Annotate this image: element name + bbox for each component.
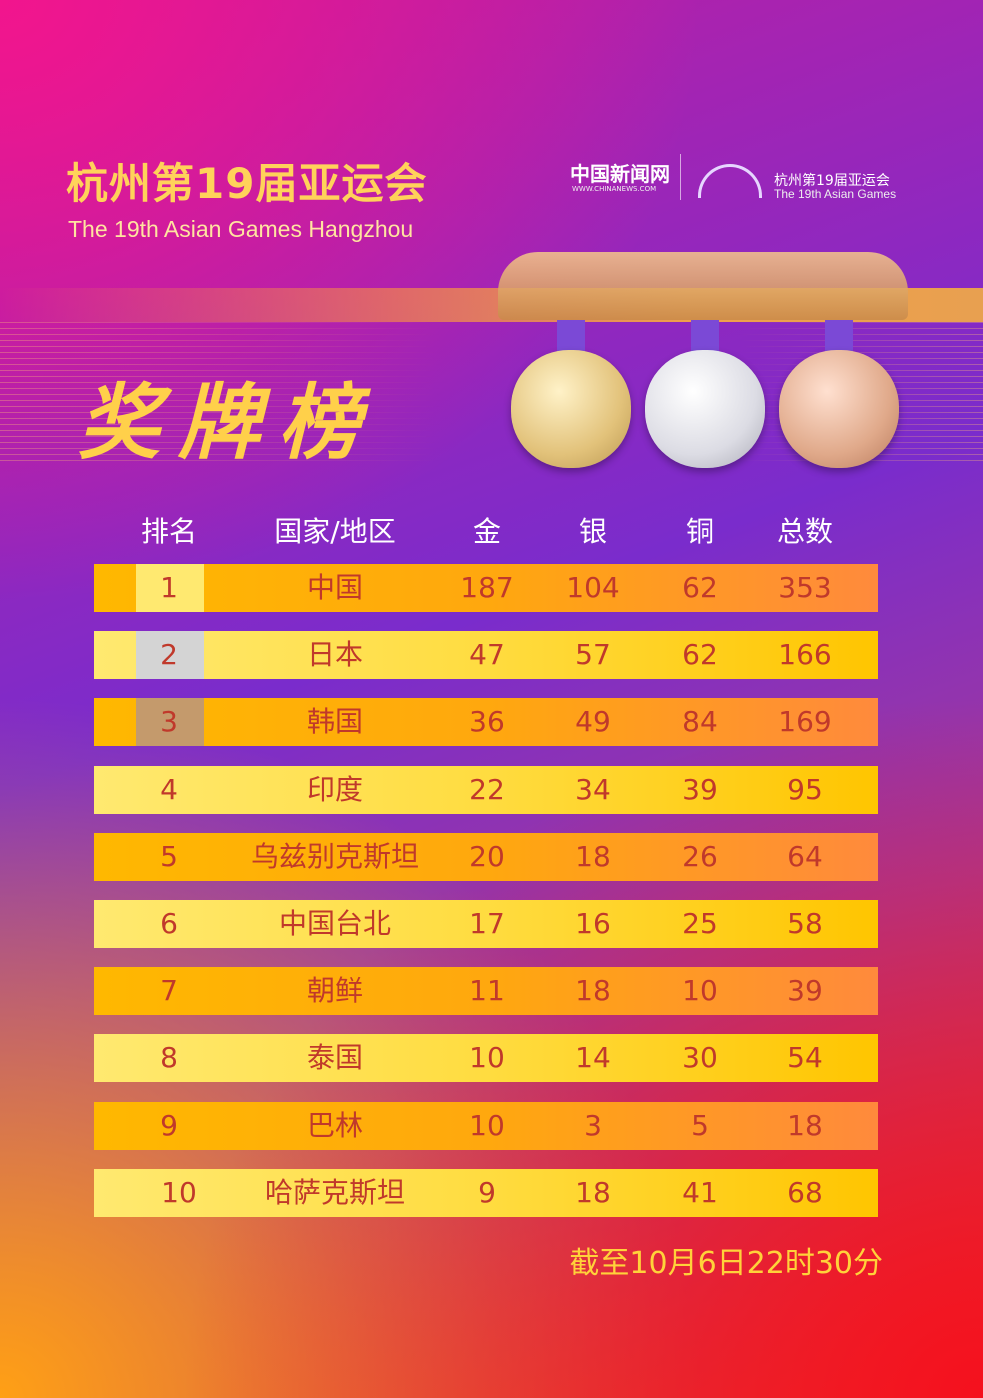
header-bronze: 铜 <box>685 515 715 548</box>
cell-total: 169 <box>778 705 832 739</box>
rank-highlight <box>136 631 204 680</box>
cell-total: 353 <box>778 571 832 604</box>
asian-games-name-cn: 杭州第19届亚运会 <box>774 173 890 189</box>
cell-bronze: 84 <box>682 705 718 739</box>
cell-silver: 14 <box>575 1041 611 1075</box>
cell-bronze: 41 <box>682 1175 718 1209</box>
cell-silver: 34 <box>575 772 611 806</box>
table-row: 5 乌兹别克斯坦 20 18 26 64 <box>94 832 878 881</box>
title-cn: 杭州第19届亚运会 <box>66 159 428 208</box>
gold-medal-icon <box>511 350 631 468</box>
cell-country: 乌兹别克斯坦 <box>250 839 420 873</box>
cell-total: 64 <box>787 839 823 873</box>
cell-country: 哈萨克斯坦 <box>264 1175 406 1209</box>
cell-gold: 36 <box>469 705 505 739</box>
cell-total: 39 <box>787 974 823 1008</box>
header-gold: 金 <box>472 515 502 548</box>
cell-rank: 4 <box>160 772 178 806</box>
chinanews-url: WWW.CHINANEWS.COM <box>572 185 657 193</box>
header-rank: 排名 <box>140 515 198 548</box>
cell-bronze: 26 <box>682 839 718 873</box>
bronze-medal-icon <box>779 350 899 468</box>
cell-rank: 3 <box>160 705 178 739</box>
header-silver: 银 <box>578 515 608 548</box>
table-row: 8 泰国 10 14 30 54 <box>94 1034 878 1083</box>
rank-highlight <box>136 564 204 612</box>
logos: 中国新闻网 WWW.CHINANEWS.COM 杭州第19届亚运会 The 19… <box>570 150 910 210</box>
cell-country: 日本 <box>306 638 364 672</box>
rank-highlight <box>136 698 204 747</box>
cell-silver: 18 <box>575 1175 611 1209</box>
cell-bronze: 62 <box>682 571 718 604</box>
cell-gold: 47 <box>469 638 505 672</box>
cell-silver: 16 <box>575 907 611 940</box>
cell-gold: 10 <box>469 1041 505 1075</box>
medal-crown-decoration <box>498 252 908 320</box>
cell-gold: 17 <box>469 907 505 940</box>
cell-gold: 10 <box>469 1108 505 1142</box>
cell-silver: 104 <box>566 571 620 604</box>
cell-total: 54 <box>787 1041 823 1075</box>
table-row: 7 朝鲜 11 18 10 39 <box>94 967 878 1016</box>
table-row: 1 中国 187 104 62 353 <box>94 564 878 612</box>
table-row: 6 中国台北 17 16 25 58 <box>94 900 878 948</box>
cell-silver: 18 <box>575 839 611 873</box>
cell-rank: 8 <box>160 1041 178 1075</box>
cell-bronze: 5 <box>691 1108 709 1142</box>
cell-total: 95 <box>787 772 823 806</box>
table-row: 10 哈萨克斯坦 9 18 41 68 <box>94 1168 878 1217</box>
asian-games-emblem-icon <box>698 164 762 198</box>
cell-country: 中国台北 <box>278 907 392 940</box>
cell-bronze: 62 <box>682 638 718 672</box>
cell-rank: 9 <box>160 1108 178 1142</box>
cell-country: 泰国 <box>306 1041 364 1075</box>
cell-country: 韩国 <box>306 705 364 739</box>
table-row: 3 韩国 36 49 84 169 <box>94 698 878 747</box>
cell-bronze: 10 <box>682 974 718 1008</box>
cell-gold: 9 <box>478 1175 496 1209</box>
cell-rank: 1 <box>160 571 178 604</box>
cell-gold: 11 <box>469 974 505 1008</box>
cell-silver: 57 <box>575 638 611 672</box>
silver-medal-icon <box>645 350 765 468</box>
cell-total: 18 <box>787 1108 823 1142</box>
cell-country: 印度 <box>306 772 364 806</box>
logo-divider <box>680 154 681 200</box>
cell-bronze: 30 <box>682 1041 718 1075</box>
page-heading: 奖牌榜 <box>78 376 378 471</box>
cell-silver: 18 <box>575 974 611 1008</box>
cell-country: 巴林 <box>306 1108 364 1142</box>
chinanews-logo: 中国新闻网 <box>570 162 670 186</box>
cell-country: 朝鲜 <box>306 974 364 1008</box>
cell-total: 166 <box>778 638 832 672</box>
table-row: 9 巴林 10 3 5 18 <box>94 1101 878 1150</box>
cell-gold: 22 <box>469 772 505 806</box>
header-total: 总数 <box>776 515 834 548</box>
cell-bronze: 39 <box>682 772 718 806</box>
header-country: 国家/地区 <box>274 515 396 548</box>
asian-games-name-en: The 19th Asian Games <box>774 187 897 201</box>
cell-total: 58 <box>787 907 823 940</box>
cell-rank: 10 <box>161 1175 197 1209</box>
cell-rank: 6 <box>160 907 178 940</box>
cell-gold: 20 <box>469 839 505 873</box>
cell-rank: 7 <box>160 974 178 1008</box>
cell-rank: 5 <box>160 839 178 873</box>
cell-gold: 187 <box>460 571 514 604</box>
cell-silver: 49 <box>575 705 611 739</box>
cell-rank: 2 <box>160 638 178 672</box>
table-row: 2 日本 47 57 62 166 <box>94 631 878 680</box>
cell-total: 68 <box>787 1175 823 1209</box>
cell-bronze: 25 <box>682 907 718 940</box>
table-row: 4 印度 22 34 39 95 <box>94 765 878 814</box>
title-en: The 19th Asian Games Hangzhou <box>68 216 414 242</box>
cell-silver: 3 <box>584 1108 602 1142</box>
cell-country: 中国 <box>306 571 364 604</box>
update-time: 截至10月6日22时30分 <box>569 1246 883 1281</box>
